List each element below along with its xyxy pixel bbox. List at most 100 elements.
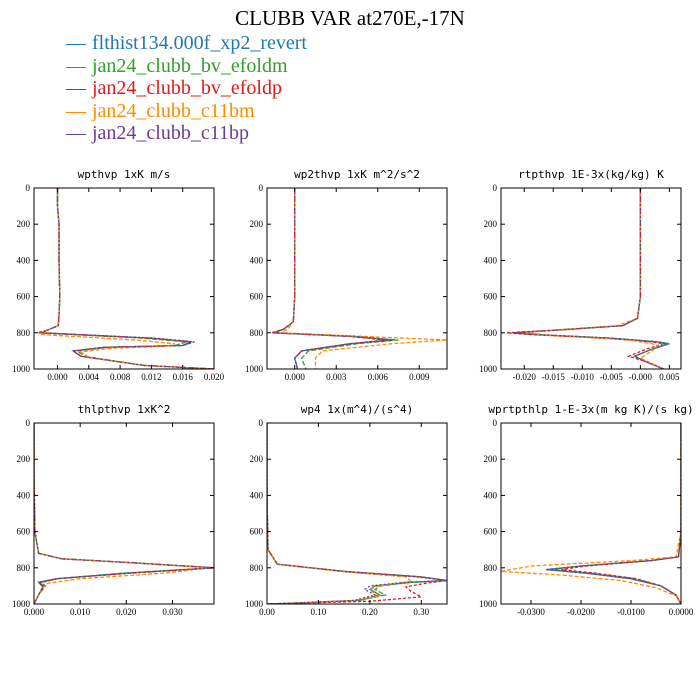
x-tick-label: -0.010 [571,372,595,382]
x-tick-label: 0.016 [173,372,194,382]
x-tick-label: 0.004 [79,372,100,382]
y-tick-label: 400 [17,490,31,500]
x-tick-label: -0.000 [629,372,653,382]
series-line [273,188,395,369]
x-tick-label: 0.012 [141,372,161,382]
y-tick-label: 200 [17,454,31,464]
y-tick-label: 400 [17,255,31,265]
x-tick-label: 0.020 [204,372,225,382]
legend-item: — jan24_clubb_bv_efoldm [66,55,307,78]
y-tick-label: 0 [259,418,264,428]
series-line [560,423,681,604]
y-tick-label: 1000 [479,364,498,374]
chart-title: wpthvp 1xK m/s [78,168,171,181]
y-tick-label: 0 [493,418,498,428]
series-line [267,423,413,604]
plot-frame [266,187,448,370]
y-tick-label: 200 [250,454,264,464]
y-tick-label: 400 [484,490,498,500]
x-tick-label: -0.0300 [517,607,545,617]
chart-title: wprtpthlp 1-E-3x(m kg K)/(s kg) [488,403,693,416]
x-tick-label: 0.10 [311,607,327,617]
series-line [34,423,210,604]
legend: — flthist134.000f_xp2_revert — jan24_clubb… [66,32,307,145]
y-tick-label: 800 [484,563,498,573]
y-tick-label: 0 [26,183,31,193]
legend-label: jan24_clubb_bv_efoldp [92,77,282,99]
x-tick-label: 0.20 [362,607,378,617]
chart-panel: wprtpthlp 1-E-3x(m kg K)/(s kg) 0 200 400 60… [479,403,694,617]
x-tick-label: -0.020 [513,372,537,382]
x-tick-label: 0.006 [368,372,389,382]
plot-frame [500,422,682,605]
legend-swatch: — [66,77,86,99]
y-tick-label: 1000 [12,364,31,374]
series-line [501,423,681,604]
x-tick-label: -0.015 [542,372,566,382]
series-line [34,423,214,604]
plot-frame [266,422,448,605]
y-tick-label: 200 [484,454,498,464]
series-line [267,423,447,604]
x-tick-label: 0.005 [659,372,680,382]
legend-item: — jan24_clubb_bv_efoldp [66,77,307,100]
x-tick-label: 0.000 [285,372,306,382]
y-tick-label: 600 [250,527,264,537]
chart-panel: wp2thvp 1xK m^2/s^2 0 200 400 600 800 1000 0.00… [245,168,448,382]
y-tick-label: 600 [484,527,498,537]
x-tick-label: 0.30 [413,607,429,617]
series-line [41,188,214,369]
legend-swatch: — [66,99,86,122]
y-tick-label: 0 [259,183,264,193]
legend-label: jan24_clubb_bv_efoldm [92,54,288,77]
x-tick-label: 0.000 [24,607,45,617]
y-tick-label: 0 [26,418,31,428]
series-line [550,423,681,604]
series-line [545,423,681,604]
chart-title: wp4 1x(m^4)/(s^4) [301,403,414,416]
chart-title: thlpthvp 1xK^2 [78,403,171,416]
chart-panel: rtpthvp 1E-3x(kg/kg) K 0 200 400 600 800 1000 -… [479,168,682,382]
legend-swatch: — [66,32,86,54]
y-tick-label: 400 [250,255,264,265]
y-tick-label: 800 [17,563,31,573]
y-tick-label: 200 [17,219,31,229]
y-tick-label: 600 [484,292,498,302]
y-tick-label: 1000 [479,599,498,609]
legend-item: — jan24_clubb_c11bm [66,100,307,123]
x-tick-label: 0.010 [70,607,91,617]
y-tick-label: 1000 [245,599,264,609]
y-tick-label: 400 [484,255,498,265]
series-line [41,188,214,369]
x-tick-label: 0.0000 [669,607,694,617]
x-tick-label: 0.008 [110,372,131,382]
x-tick-label: -0.0200 [567,607,595,617]
y-tick-label: 600 [250,292,264,302]
y-tick-label: 0 [493,183,498,193]
x-tick-label: 0.009 [409,372,430,382]
x-tick-label: -0.0100 [617,607,645,617]
y-tick-label: 200 [484,219,498,229]
y-tick-label: 800 [250,563,264,573]
x-tick-label: -0.005 [600,372,624,382]
legend-label: jan24_clubb_c11bp [92,122,250,144]
series-line [524,188,664,369]
y-tick-label: 600 [17,527,31,537]
series-line [518,188,670,369]
x-tick-label: 0.030 [162,607,183,617]
legend-item: — flthist134.000f_xp2_revert [66,32,307,55]
series-line [34,423,214,604]
y-tick-label: 800 [484,328,498,338]
y-tick-label: 600 [17,292,31,302]
series-line [273,188,399,369]
y-tick-label: 200 [250,219,264,229]
chart-title: rtpthvp 1E-3x(kg/kg) K [518,168,664,181]
x-tick-label: 0.003 [326,372,347,382]
x-tick-label: 0.020 [116,607,137,617]
legend-swatch: — [66,54,86,77]
x-tick-label: 0.000 [47,372,68,382]
legend-label: jan24_clubb_c11bm [92,99,255,122]
legend-label: flthist134.000f_xp2_revert [92,32,307,54]
plot-frame [33,187,215,370]
